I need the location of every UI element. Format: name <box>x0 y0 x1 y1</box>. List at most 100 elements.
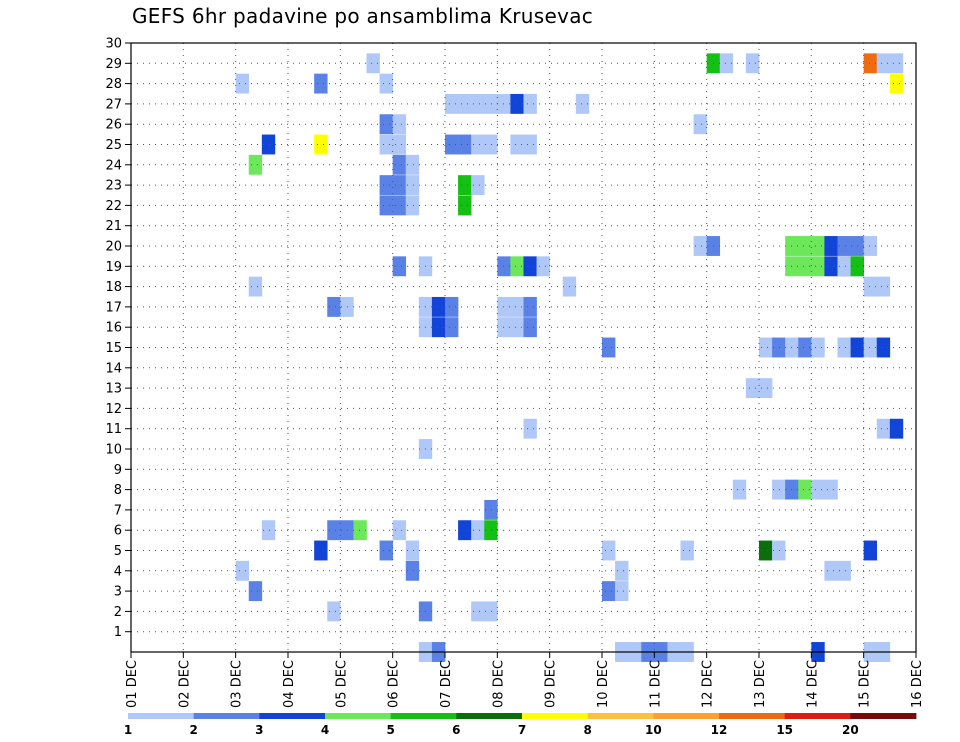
heatmap-cell <box>745 378 760 399</box>
legend-swatch <box>259 713 326 719</box>
x-tick-label: 01 DEC <box>125 660 140 708</box>
legend-swatch <box>850 713 917 719</box>
heatmap-cell <box>811 236 825 256</box>
heatmap-cell <box>261 134 276 155</box>
y-tick-label: 10 <box>105 443 122 458</box>
heatmap-cell <box>248 154 263 175</box>
heatmap-cell <box>759 540 773 561</box>
y-tick-label: 22 <box>105 199 122 214</box>
legend-swatch <box>390 713 457 719</box>
heatmap-cell <box>314 134 328 155</box>
legend-label: 10 <box>645 723 662 737</box>
x-tick-label: 12 DEC <box>701 660 716 708</box>
heatmap-cell <box>484 134 498 155</box>
heatmap-cell <box>392 114 407 135</box>
heatmap-cell <box>798 479 812 500</box>
y-tick-label: 14 <box>105 361 122 376</box>
heatmap-cell <box>772 540 786 561</box>
heatmap-cell <box>759 337 773 358</box>
heatmap-cell <box>484 93 498 114</box>
heatmap-cell <box>379 73 393 94</box>
heatmap-cell <box>366 53 380 74</box>
y-tick-label: 27 <box>105 97 122 112</box>
legend-label: 6 <box>452 723 460 737</box>
heatmap-cell <box>798 236 812 256</box>
legend-swatch <box>325 713 392 719</box>
heatmap-cell <box>693 236 707 256</box>
y-tick-label: 19 <box>105 260 122 275</box>
x-axis-ticks: 01 DEC 02 DEC 03 DEC 04 DEC 05 DEC 06 DEC 07 D… <box>125 652 925 708</box>
legend-label: 7 <box>518 723 526 737</box>
legend-label: 2 <box>189 723 197 737</box>
heatmap-cell <box>327 520 341 541</box>
heatmap-cell <box>837 560 851 581</box>
heatmap-cell <box>392 256 407 277</box>
heatmap-cell <box>863 276 878 297</box>
x-tick-label: 06 DEC <box>387 660 402 708</box>
heatmap-cell <box>471 134 485 155</box>
heatmap-cell <box>876 337 891 358</box>
y-tick-label: 30 <box>105 37 122 52</box>
legend-label: 5 <box>386 723 394 737</box>
y-tick-label: 4 <box>114 564 122 579</box>
legend-swatch <box>456 713 523 719</box>
heatmap-cell <box>772 337 786 358</box>
heatmap-cell <box>523 134 537 155</box>
heatmap-cell <box>811 256 825 277</box>
heatmap-cell <box>248 276 263 297</box>
heatmap-cell <box>602 540 616 561</box>
y-tick-label: 16 <box>105 321 122 336</box>
legend-label: 1 <box>124 723 132 737</box>
heatmap-cell <box>405 540 420 561</box>
y-tick-label: 9 <box>114 463 122 478</box>
heatmap-cell <box>327 296 341 317</box>
heatmap-cell <box>445 296 459 317</box>
heatmap-cell <box>497 93 511 114</box>
heatmap-cell <box>615 581 629 602</box>
y-tick-label: 26 <box>105 118 122 133</box>
legend-label: 4 <box>321 723 329 737</box>
heatmap-cell <box>837 256 851 277</box>
heatmap-cell <box>510 296 524 317</box>
heatmap-cell <box>248 581 263 602</box>
legend-label: 15 <box>776 723 793 737</box>
heatmap-cell <box>824 256 838 277</box>
y-tick-label: 18 <box>105 280 122 295</box>
heatmap-cell <box>745 53 760 74</box>
heatmap-cell <box>772 479 786 500</box>
legend-label: 3 <box>255 723 263 737</box>
heatmap-cell <box>523 317 537 338</box>
heatmap-cell <box>798 337 812 358</box>
heatmap-cell <box>889 418 904 439</box>
legend-swatch <box>719 713 786 719</box>
heatmap-cell <box>523 418 537 439</box>
heatmap-cell <box>863 53 878 74</box>
heatmap-cell <box>458 134 472 155</box>
y-tick-label: 2 <box>114 605 122 620</box>
x-tick-label: 13 DEC <box>753 660 768 708</box>
heatmap-cell <box>602 581 616 602</box>
heatmap-cell <box>732 479 747 500</box>
heatmap-cell <box>405 560 420 581</box>
heatmap-cell <box>824 560 838 581</box>
heatmap-cell <box>824 479 838 500</box>
heatmap-cell <box>392 154 407 175</box>
heatmap-cell <box>379 134 393 155</box>
y-tick-label: 5 <box>114 544 122 559</box>
heatmap-cell <box>575 93 590 114</box>
heatmap-cell <box>693 114 707 135</box>
heatmap-cell <box>458 93 472 114</box>
heatmap-cell <box>445 134 459 155</box>
heatmap-cell <box>876 53 891 74</box>
y-tick-label: 6 <box>114 524 122 539</box>
heatmap-cell <box>824 236 838 256</box>
legend-label: 8 <box>583 723 591 737</box>
heatmap-cell <box>445 317 459 338</box>
x-tick-label: 10 DEC <box>596 660 611 708</box>
legend-swatch <box>522 713 589 719</box>
y-tick-label: 7 <box>114 503 122 518</box>
heatmap-cell <box>392 520 407 541</box>
heatmap-cell <box>510 317 524 338</box>
heatmap-cell <box>458 175 472 196</box>
y-tick-label: 1 <box>114 625 122 640</box>
